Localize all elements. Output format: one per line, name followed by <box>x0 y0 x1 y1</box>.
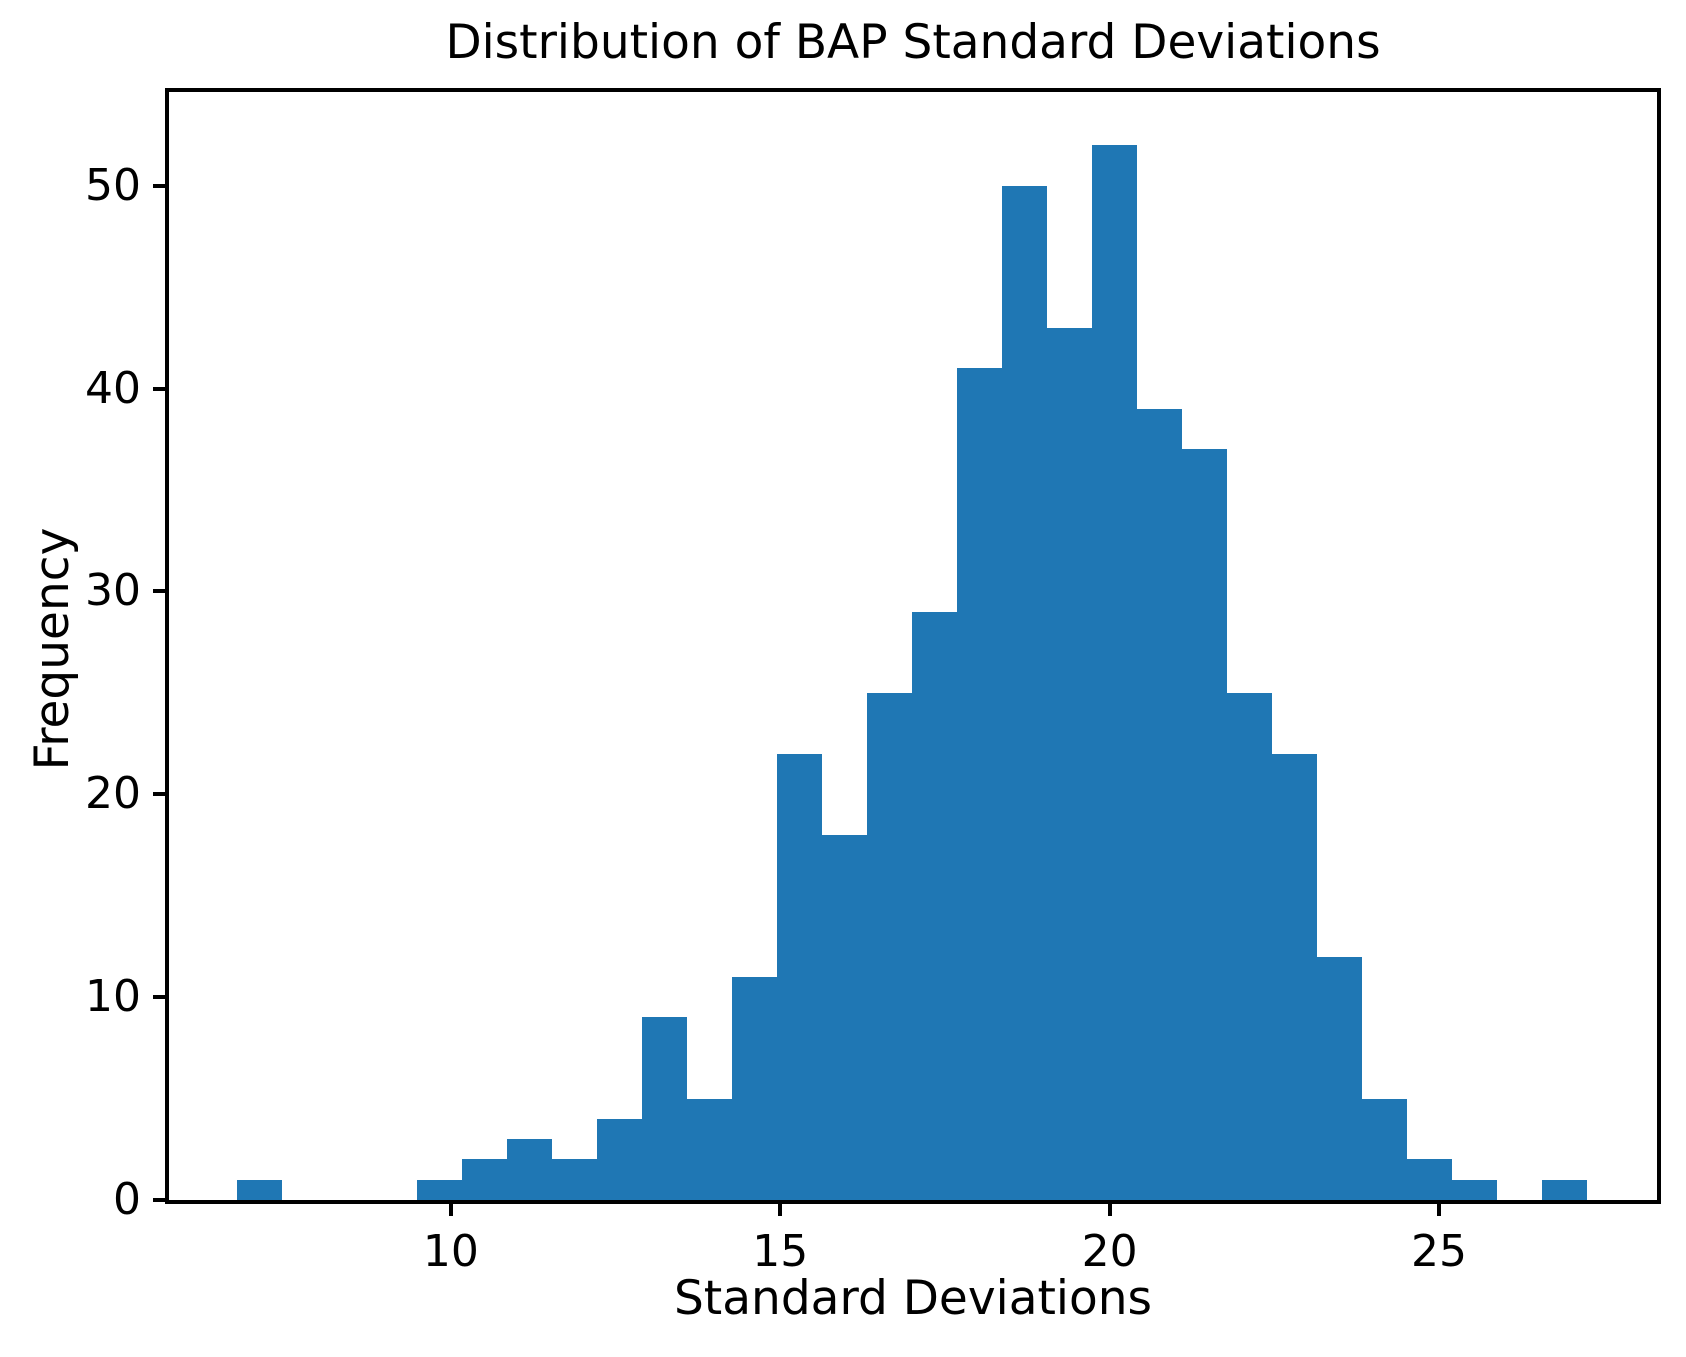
y-tick-label: 20 <box>85 768 141 820</box>
histogram-bar <box>1092 145 1138 1200</box>
histogram-bar <box>1542 1179 1588 1200</box>
y-tick-label: 40 <box>85 362 141 414</box>
x-tick-mark <box>1436 1200 1441 1216</box>
histogram-bar <box>686 1098 732 1200</box>
x-tick-label: 20 <box>1081 1226 1138 1277</box>
histogram-bar <box>1137 408 1183 1200</box>
y-tick-label: 50 <box>85 159 141 211</box>
histogram-bar <box>236 1179 282 1200</box>
histogram-bar <box>551 1159 597 1200</box>
histogram-bar <box>731 976 777 1200</box>
histogram-bar <box>1452 1179 1498 1200</box>
chart-title: Distribution of BAP Standard Deviations <box>445 15 1381 70</box>
y-tick-mark <box>153 183 169 188</box>
y-tick-mark <box>153 995 169 1000</box>
histogram-bar <box>596 1118 642 1200</box>
x-tick-label: 25 <box>1410 1226 1467 1277</box>
x-tick-mark <box>448 1200 453 1216</box>
histogram-bar <box>1362 1098 1408 1200</box>
histogram-bar <box>866 692 912 1200</box>
y-tick-mark <box>153 589 169 594</box>
histogram-bar <box>821 834 867 1200</box>
histogram-bar <box>911 611 957 1200</box>
plot-area <box>169 92 1657 1200</box>
histogram-bar <box>1272 753 1318 1200</box>
x-axis-label: Standard Deviations <box>673 1271 1153 1326</box>
histogram-bar <box>1182 449 1228 1200</box>
x-tick-label: 10 <box>422 1226 479 1277</box>
histogram-bar <box>461 1159 507 1200</box>
y-tick-label: 0 <box>113 1174 141 1225</box>
x-tick-mark <box>778 1200 783 1216</box>
x-tick-mark <box>1107 1200 1112 1216</box>
y-axis-label: Frequency <box>24 527 80 771</box>
y-tick-mark <box>153 386 169 391</box>
y-tick-label: 30 <box>85 565 141 617</box>
histogram-bar <box>776 753 822 1200</box>
histogram-bar <box>1227 692 1273 1200</box>
histogram-bar <box>1001 185 1048 1200</box>
y-tick-label: 10 <box>85 971 141 1023</box>
histogram-bar <box>506 1139 552 1200</box>
histogram-bar <box>1047 327 1093 1200</box>
histogram-bar <box>416 1179 462 1200</box>
x-tick-label: 15 <box>752 1226 809 1277</box>
y-tick-mark <box>153 792 169 797</box>
histogram-bar <box>641 1017 687 1200</box>
histogram-bar <box>1407 1159 1453 1200</box>
histogram-bar <box>957 368 1002 1200</box>
histogram-bar <box>1317 956 1363 1200</box>
y-tick-mark <box>153 1198 169 1202</box>
